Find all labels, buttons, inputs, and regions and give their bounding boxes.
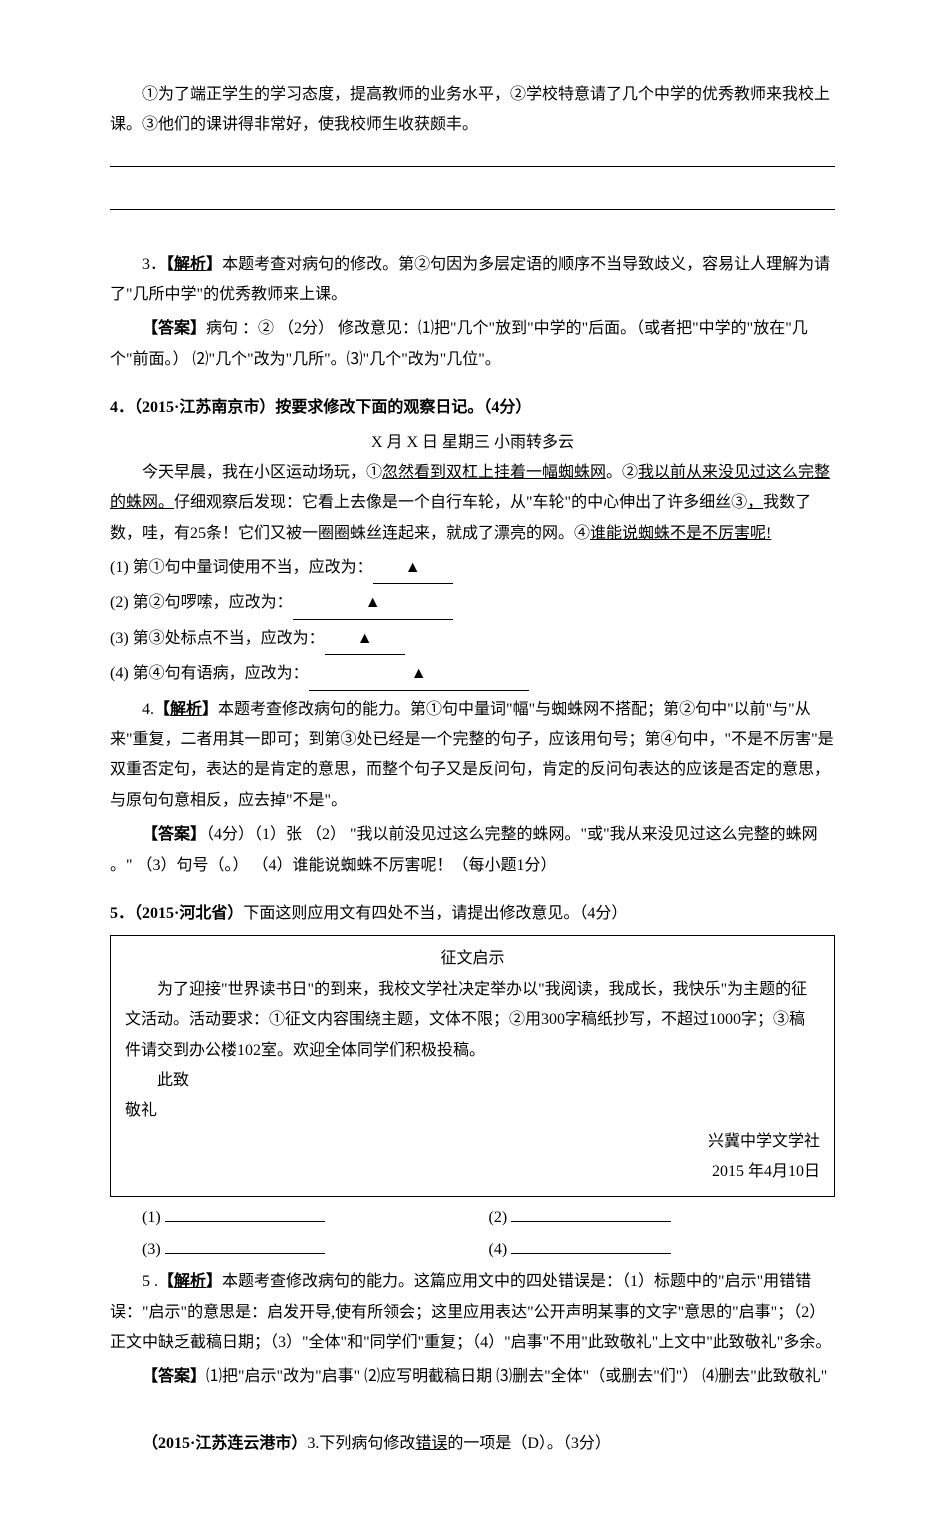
q5-answer: 【答案】⑴把"启示"改为"启事" ⑵应写明截稿日期 ⑶删去"全体"（或删去"们"… xyxy=(110,1362,835,1392)
q5-analysis-label: 5 .【解析】 xyxy=(142,1273,222,1290)
q5-notice-body: 为了迎接"世界读书日"的到来，我校文学社决定举办以"我阅读，我成长，我快乐"为主… xyxy=(125,975,820,1066)
q4-analysis: 4.【解析】本题考查修改病句的能力。第①句中量词"幅"与蜘蛛网不搭配；第②句中"… xyxy=(110,695,835,817)
q3-answer-label: 【答案】 xyxy=(142,320,206,337)
q3-analysis: 3．【解析】本题考查对病句的修改。第②句因为多层定语的顺序不当导致歧义，容易让人… xyxy=(110,250,835,311)
q5-fill2-label: (2) xyxy=(489,1209,508,1226)
q5-fill3-label: (3) xyxy=(142,1241,161,1258)
q6-title: （2015·江苏连云港市）3.下列病句修改错误的一项是（D）。（3分） xyxy=(110,1429,835,1459)
q5-answer-label: 【答案】 xyxy=(142,1368,206,1385)
q5-fill4-label: (4) xyxy=(489,1241,508,1258)
q3-answer-text: 病句 ：② （2分） 修改意见：⑴把"几个"放到"中学的"后面。（或者把"中学的… xyxy=(110,320,808,367)
q3-answer: 【答案】病句 ：② （2分） 修改意见：⑴把"几个"放到"中学的"后面。（或者把… xyxy=(110,314,835,375)
q4-passage: 今天早晨，我在小区运动场玩，①忽然看到双杠上挂着一幅蜘蛛网。②我以前从来没见过这… xyxy=(110,458,835,549)
q5-fill-row-2: (3) (4) xyxy=(110,1235,835,1265)
q5-sincere-2: 敬礼 xyxy=(125,1096,820,1126)
q5-sign-date: 2015 年4月10日 xyxy=(125,1157,820,1187)
q4-analysis-label: 4.【解析】 xyxy=(142,701,218,718)
answer-lines xyxy=(110,145,835,232)
q3-analysis-label: 3．【解析】 xyxy=(142,256,222,273)
q4-answer-text: （4分）（1）张 （2） "我以前没见过这么完整的蛛网。"或"我从来没见过这么完… xyxy=(110,826,818,873)
q5-notice-box: 征文启示 为了迎接"世界读书日"的到来，我校文学社决定举办以"我阅读，我成长，我… xyxy=(110,935,835,1196)
q4-answer: 【答案】（4分）（1）张 （2） "我以前没见过这么完整的蛛网。"或"我从来没见… xyxy=(110,820,835,881)
q5-sign-org: 兴冀中学文学社 xyxy=(125,1127,820,1157)
q4-sub3: (3) 第③处标点不当，应改为：▲ xyxy=(110,624,835,655)
q4-answer-label: 【答案】 xyxy=(142,826,206,843)
q5-sincere-1: 此致 xyxy=(125,1066,820,1096)
q4-sub1: (1) 第①句中量词使用不当，应改为：▲ xyxy=(110,553,835,584)
q3-passage: ①为了端正学生的学习态度，提高教师的业务水平，②学校特意请了几个中学的优秀教师来… xyxy=(110,80,835,141)
q5-title: 5．（2015·河北省）下面这则应用文有四处不当，请提出修改意见。（4分） xyxy=(110,899,835,929)
q5-answer-text: ⑴把"启示"改为"启事" ⑵应写明截稿日期 ⑶删去"全体"（或删去"们"） ⑷删… xyxy=(206,1368,827,1385)
q4-title: 4．（2015·江苏南京市）按要求修改下面的观察日记。（4分） xyxy=(110,393,835,423)
q5-fill1-label: (1) xyxy=(142,1209,161,1226)
q4-sub2: (2) 第②句啰嗦，应改为：▲ xyxy=(110,588,835,619)
q5-analysis: 5 .【解析】本题考查修改病句的能力。这篇应用文中的四处错误是：（1）标题中的"… xyxy=(110,1267,835,1358)
q5-notice-title: 征文启示 xyxy=(125,944,820,974)
q4-analysis-text: 本题考查修改病句的能力。第①句中量词"幅"与蜘蛛网不搭配；第②句中"以前"与"从… xyxy=(110,701,834,809)
q4-sub4: (4) 第④句有语病，应改为：▲ xyxy=(110,659,835,690)
q4-date-line: X 月 X 日 星期三 小雨转多云 xyxy=(110,428,835,458)
q5-fill-row-1: (1) (2) xyxy=(110,1203,835,1233)
